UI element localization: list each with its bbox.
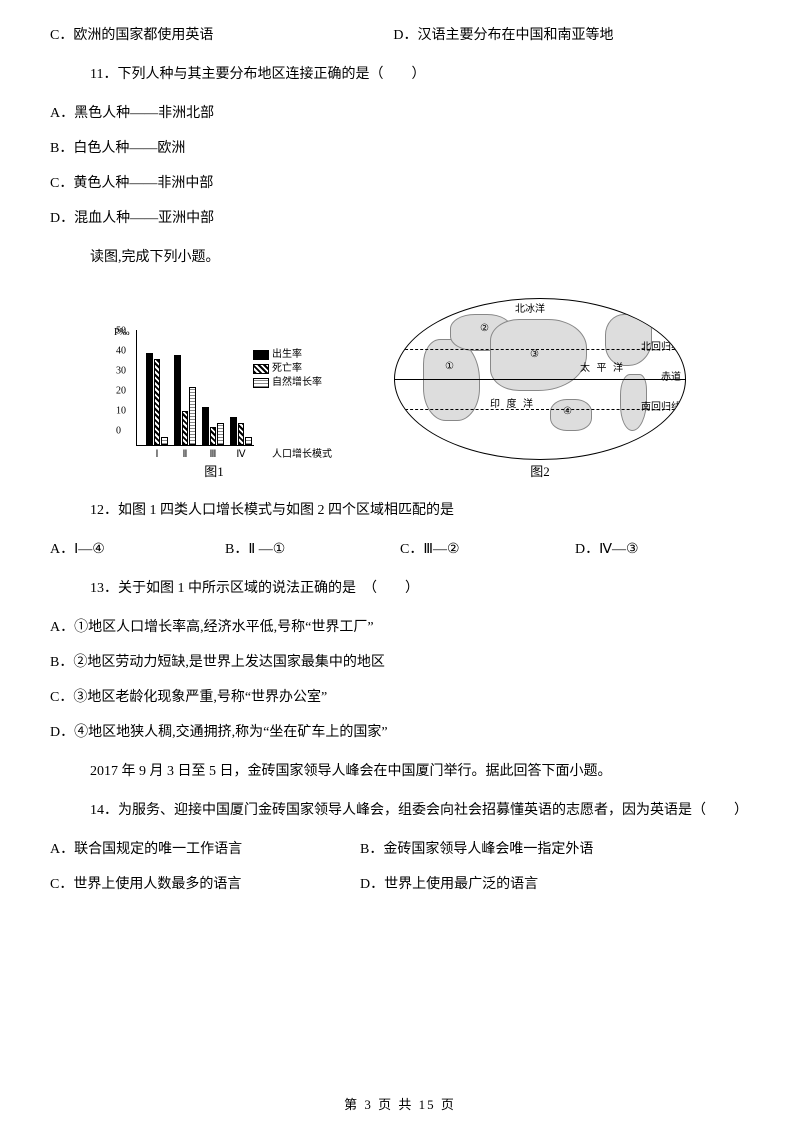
q13-option-c: C．③地区老龄化现象严重,号称“世界办公室” [50,687,750,708]
q11-option-a: A．黑色人种——非洲北部 [50,103,750,124]
legend-item: 死亡率 [253,362,322,376]
chart-bar-group [146,353,168,445]
chart-category-label: Ⅳ [236,447,245,462]
q12-stem: 12．如图 1 四类人口增长模式与如图 2 四个区域相匹配的是 [90,500,750,521]
chart-bar-group [174,355,196,445]
prev-options-row: C．欧洲的国家都使用英语 D．汉语主要分布在中国和南亚等地 [50,25,750,46]
q12-options-row: A．Ⅰ—④ B．Ⅱ —① C．Ⅲ—② D．Ⅳ—③ [50,539,750,560]
figure-2-label: 图2 [394,462,686,482]
tropic-capricorn-label: 南回归线 [641,400,681,415]
q14-option-c: C．世界上使用人数最多的语言 [50,874,360,895]
legend-swatch [253,378,269,388]
chart-bar [174,355,181,445]
chart-ytick: 20 [116,384,126,399]
chart-y-axis [136,330,137,446]
q12-option-b: B．Ⅱ —① [225,539,400,560]
legend-text: 死亡率 [272,362,302,376]
q13-option-d: D．④地区地狭人稠,交通拥挤,称为“坐在矿车上的国家” [50,722,750,743]
chart-ytick: 0 [116,424,121,439]
figures-row: P‰ 出生率死亡率自然增长率 人口增长模式 01020304050ⅠⅡⅢⅣ 图1… [50,298,750,482]
chart-bar [154,359,161,445]
map-marker-2: ② [480,321,489,336]
q14-row1: A．联合国规定的唯一工作语言 B．金砖国家领导人峰会唯一指定外语 [50,839,750,860]
q12-option-c: C．Ⅲ—② [400,539,575,560]
map-marker-1: ① [445,359,454,374]
q12-option-a: A．Ⅰ—④ [50,539,225,560]
legend-text: 出生率 [272,348,302,362]
q14-stem: 14．为服务、迎接中国厦门金砖国家领导人峰会，组委会向社会招募懂英语的志愿者，因… [90,800,750,821]
q12-option-d: D．Ⅳ—③ [575,539,750,560]
chart-bar [210,427,217,445]
read-figure-instruction: 读图,完成下列小题。 [90,247,750,268]
legend-text: 自然增长率 [272,376,322,390]
tropic-cancer-label: 北回归线 [641,340,681,355]
chart-x-axis [136,445,254,446]
chart-xaxis-label: 人口增长模式 [272,447,332,462]
chart-bar [238,423,245,445]
chart-ytick: 40 [116,344,126,359]
option-d: D．汉语主要分布在中国和南亚等地 [393,25,613,46]
chart-category-label: Ⅲ [210,447,217,462]
q13-option-b: B．②地区劳动力短缺,是世界上发达国家最集中的地区 [50,652,750,673]
chart-ytick: 50 [116,324,126,339]
pacific-label: 太 平 洋 [580,361,625,376]
chart-bar-group [202,407,224,445]
q14-row2: C．世界上使用人数最多的语言 D．世界上使用最广泛的语言 [50,874,750,895]
q14-option-a: A．联合国规定的唯一工作语言 [50,839,360,860]
chart-legend: 出生率死亡率自然增长率 [253,348,322,390]
chart-bar [161,437,168,445]
legend-item: 自然增长率 [253,376,322,390]
figure-1-container: P‰ 出生率死亡率自然增长率 人口增长模式 01020304050ⅠⅡⅢⅣ 图1 [114,330,314,482]
q11-option-c: C．黄色人种——非洲中部 [50,173,750,194]
figure-1-label: 图1 [114,462,314,482]
q11-stem: 11．下列人种与其主要分布地区连接正确的是（ ） [90,64,750,85]
world-map: ① ② ③ ④ 太 平 洋 印 度 洋 北冰洋 北回归线 赤道 南回归线 [394,298,686,460]
q14-option-d: D．世界上使用最广泛的语言 [360,874,538,895]
chart-category-label: Ⅰ [156,447,159,462]
page-footer: 第 3 页 共 15 页 [0,1095,800,1115]
q11-option-d: D．混血人种——亚洲中部 [50,208,750,229]
q14-option-b: B．金砖国家领导人峰会唯一指定外语 [360,839,593,860]
map-marker-3: ③ [530,347,539,362]
chart-ytick: 10 [116,404,126,419]
q11-option-b: B．白色人种——欧洲 [50,138,750,159]
bar-chart: P‰ 出生率死亡率自然增长率 人口增长模式 01020304050ⅠⅡⅢⅣ [114,330,314,460]
arctic-label: 北冰洋 [515,302,545,317]
chart-bar [217,423,224,445]
equator-label: 赤道 [661,370,681,385]
legend-swatch [253,350,269,360]
legend-swatch [253,364,269,374]
chart-bar [189,387,196,445]
chart-bar [146,353,153,445]
indian-label: 印 度 洋 [490,397,535,412]
q13-option-a: A．①地区人口增长率高,经济水平低,号称“世界工厂” [50,617,750,638]
chart-bar [245,437,252,445]
legend-item: 出生率 [253,348,322,362]
chart-category-label: Ⅱ [183,447,188,462]
map-marker-4: ④ [563,404,572,419]
chart-bar [202,407,209,445]
option-c: C．欧洲的国家都使用英语 [50,25,213,46]
equator-line [395,379,685,380]
q13-stem: 13．关于如图 1 中所示区域的说法正确的是 （ ） [90,578,750,599]
chart-bar [230,417,237,445]
q14-context: 2017 年 9 月 3 日至 5 日，金砖国家领导人峰会在中国厦门举行。据此回… [90,761,750,782]
chart-bar [182,411,189,445]
figure-2-container: ① ② ③ ④ 太 平 洋 印 度 洋 北冰洋 北回归线 赤道 南回归线 图2 [394,298,686,482]
chart-ytick: 30 [116,364,126,379]
chart-bar-group [230,417,252,445]
